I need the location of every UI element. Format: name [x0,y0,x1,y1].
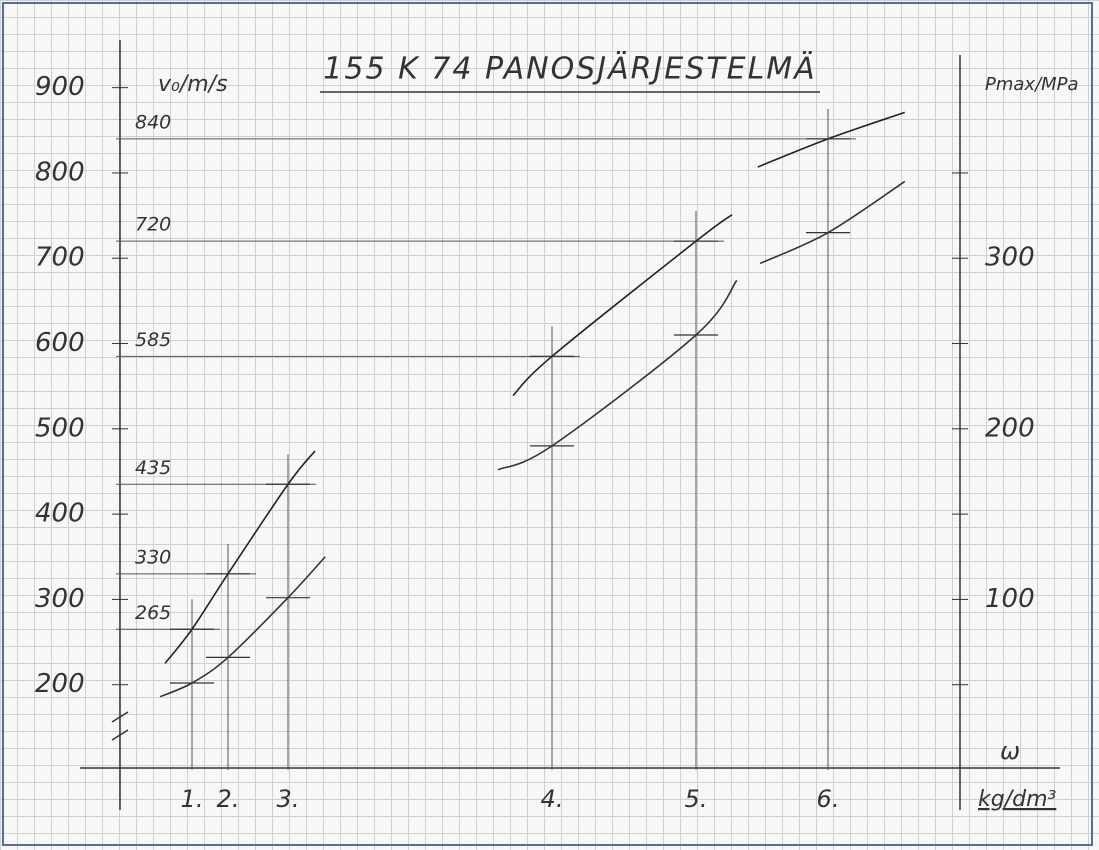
reference-label: 265 [135,602,171,624]
series-line [160,181,905,696]
x-tick-label: 5. [685,785,708,813]
y2-axis-label: Pmax/MPa [985,74,1079,95]
y-tick-label: 800 [35,157,85,187]
y-axis-label: v₀/m/s [158,72,228,97]
x-tick-label: 1. [181,785,204,813]
y-tick-label: 900 [35,72,85,102]
x-axis-label: kg/dm³ [978,787,1057,812]
x-tick-label: 6. [817,785,840,813]
y2-tick-label: 100 [985,584,1035,614]
x-symbol: ω [1000,737,1020,765]
reference-label: 435 [135,457,171,479]
y-tick-label: 300 [35,584,85,614]
y2-tick-label: 300 [985,243,1035,273]
reference-label: 720 [135,214,171,236]
y-tick-label: 700 [35,243,85,273]
y-tick-label: 400 [35,499,85,529]
y-tick-label: 500 [35,413,85,443]
reference-label: 585 [135,329,171,351]
y-tick-label: 200 [35,669,85,699]
reference-label: 330 [135,546,171,568]
x-tick-label: 3. [277,785,300,813]
series-line [165,112,905,663]
x-tick-label: 2. [217,785,240,813]
y-tick-label: 600 [35,328,85,358]
reference-label: 840 [135,111,171,133]
y2-tick-label: 200 [985,413,1035,443]
chart-title: 155 K 74 PANOSJÄRJESTELMÄ [323,51,816,87]
chart: 155 K 74 PANOSJÄRJESTELMÄ v₀/m/s Pmax/MP… [0,0,1099,850]
x-tick-label: 4. [541,785,564,813]
